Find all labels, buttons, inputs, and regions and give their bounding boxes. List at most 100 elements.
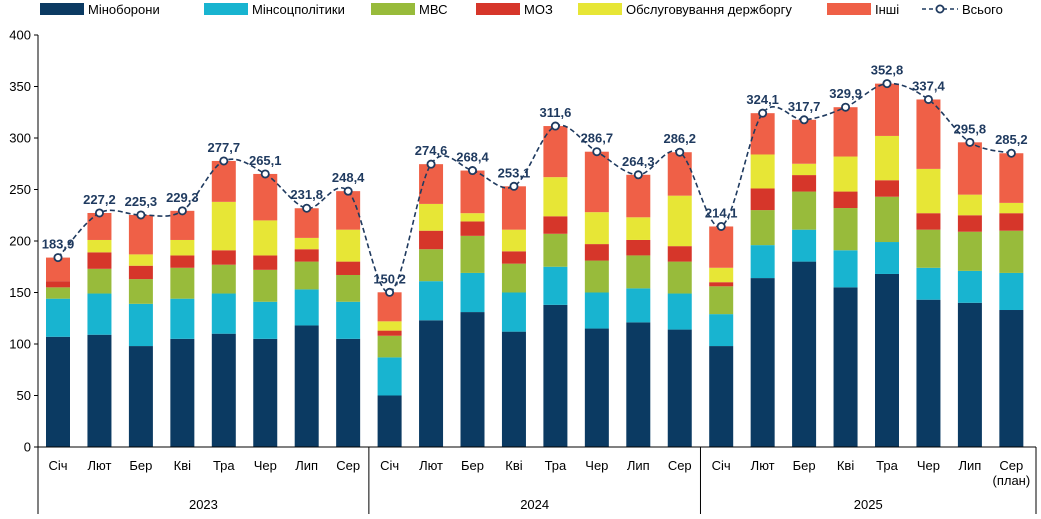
bar-segment xyxy=(875,242,899,274)
total-marker xyxy=(343,186,353,196)
bar-segment xyxy=(750,154,775,189)
bar-segment xyxy=(419,203,444,231)
total-data-label: 295,8 xyxy=(954,121,987,136)
total-marker xyxy=(550,121,560,131)
x-tick-label-line: Сер xyxy=(999,458,1023,473)
bar-segment xyxy=(957,194,982,216)
bar-segment xyxy=(294,249,319,262)
bar-segment xyxy=(667,195,692,247)
x-tick-label: Сер (план) xyxy=(992,458,1030,488)
legend-swatch xyxy=(40,3,84,15)
bar-segment xyxy=(709,267,734,283)
bar-segment xyxy=(750,278,775,447)
bar-segment xyxy=(833,156,858,192)
bar-segment xyxy=(999,153,1024,203)
bar-segment xyxy=(253,220,278,256)
x-tick-label: Лип xyxy=(958,458,981,473)
bar-segment xyxy=(875,135,899,181)
total-marker xyxy=(965,137,975,147)
total-data-label: 214,1 xyxy=(705,205,738,220)
bar-segment xyxy=(833,107,858,157)
bar-segment xyxy=(253,173,278,221)
bar-segment xyxy=(957,215,982,232)
bar-segment xyxy=(377,330,402,336)
bar-segment xyxy=(501,186,526,230)
bar-segment xyxy=(584,260,609,293)
bar-segment xyxy=(792,163,817,176)
total-data-label: 329,9 xyxy=(829,86,862,101)
bar-segment xyxy=(543,177,568,217)
bar-segment xyxy=(833,208,858,251)
bar-segment xyxy=(543,304,568,447)
y-tick-label: 50 xyxy=(17,388,31,403)
bar-segment xyxy=(377,321,402,331)
legend-label: МОЗ xyxy=(524,2,553,17)
bar-segment xyxy=(419,281,444,321)
x-tick-label: Чер xyxy=(917,458,940,473)
bar-segment xyxy=(170,298,195,339)
bar-segment xyxy=(957,270,982,303)
total-data-label: 274,6 xyxy=(415,143,448,158)
bar-segment xyxy=(294,289,319,326)
bar-segment xyxy=(709,286,734,315)
legend-swatch xyxy=(578,3,622,15)
bar-segment xyxy=(501,263,526,293)
x-tick-label-line: Тра xyxy=(545,458,567,473)
y-tick-label: 0 xyxy=(24,440,31,455)
x-tick-label-line: Лют xyxy=(751,458,775,473)
x-tick-label: Тра xyxy=(213,458,235,473)
bar-segment xyxy=(460,170,485,214)
total-marker xyxy=(675,147,685,157)
y-tick-label: 400 xyxy=(9,28,31,43)
x-tick-label: Лют xyxy=(419,458,443,473)
total-data-label: 352,8 xyxy=(871,63,904,78)
bar-segment xyxy=(170,267,195,299)
bar-segment xyxy=(419,230,444,250)
bar-segment xyxy=(999,202,1024,214)
bar-segment xyxy=(294,261,319,290)
bar-segment xyxy=(170,338,195,447)
total-data-label: 285,2 xyxy=(995,132,1028,147)
bar-segment xyxy=(584,292,609,329)
bar-segment xyxy=(916,267,941,300)
x-tick-label: Сер xyxy=(336,458,360,473)
legend: Міноборони Мінсоцполітики МВС МОЗ Обслуговув… xyxy=(40,2,1003,17)
x-group-label: 2025 xyxy=(854,497,883,512)
bar-segment xyxy=(128,265,153,280)
x-tick-label: Лип xyxy=(627,458,650,473)
bar-segment xyxy=(377,335,402,358)
bar-segment xyxy=(460,312,485,447)
x-tick-label-line: Тра xyxy=(213,458,235,473)
bar-segment xyxy=(667,293,692,330)
bar-segment xyxy=(501,229,526,252)
total-marker xyxy=(53,253,63,263)
x-tick-label: Сер xyxy=(668,458,692,473)
bar-segment xyxy=(211,333,236,447)
total-marker xyxy=(302,203,312,213)
bar-segment xyxy=(957,142,982,195)
legend-label: Міноборони xyxy=(88,2,160,17)
total-marker xyxy=(716,221,726,231)
legend-swatch xyxy=(371,3,415,15)
bar-segment xyxy=(128,214,153,255)
total-marker xyxy=(923,94,933,104)
bar-segment xyxy=(626,322,651,447)
bar-segment xyxy=(253,255,278,270)
bar-segment xyxy=(253,301,278,339)
bar-segment xyxy=(833,250,858,288)
x-tick-label-line: Січ xyxy=(380,458,399,473)
total-line-path xyxy=(57,82,1012,294)
bar-segment xyxy=(211,293,236,334)
bar-segment xyxy=(501,292,526,332)
y-tick-label: 200 xyxy=(9,234,31,249)
total-marker xyxy=(633,170,643,180)
x-tick-label: Лют xyxy=(751,458,775,473)
total-data-label: 231,8 xyxy=(290,187,323,202)
bar-segment xyxy=(87,293,112,335)
bar-segment xyxy=(87,334,112,447)
bar-segment xyxy=(999,272,1024,311)
bar-segment xyxy=(46,336,70,447)
bar-segment xyxy=(999,310,1024,447)
total-data-label: 286,7 xyxy=(581,131,614,146)
